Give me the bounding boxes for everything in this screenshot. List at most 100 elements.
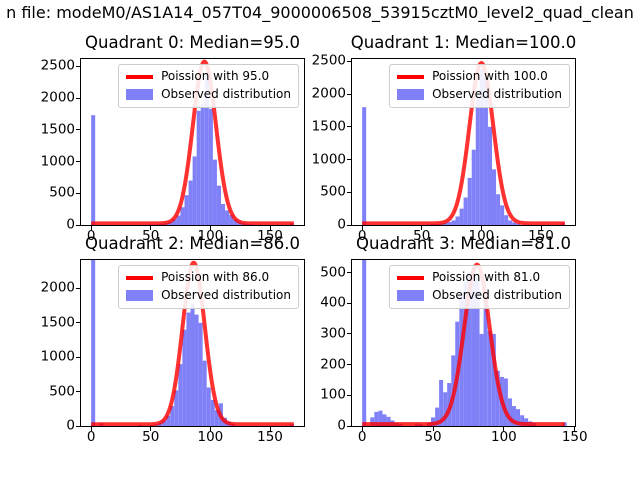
histogram-bar xyxy=(487,126,493,225)
legend-entry-observed: Observed distribution xyxy=(397,287,562,303)
y-tick-mark xyxy=(347,272,352,274)
y-tick-mark xyxy=(76,192,81,194)
x-tick-label: 50 xyxy=(413,228,431,244)
histogram-bar xyxy=(362,107,367,225)
histogram-plot xyxy=(362,260,567,426)
y-tick-mark xyxy=(347,60,352,62)
histogram-bar xyxy=(516,223,521,225)
legend-entry-fit: Poission with 86.0 xyxy=(126,270,291,285)
subplot-title: Quadrant 3: Median=81.0 xyxy=(356,234,571,253)
x-tick-label: 100 xyxy=(490,429,517,445)
y-tick-label: 500 xyxy=(320,183,346,200)
y-tick-label: 1000 xyxy=(40,152,75,169)
histogram-bar xyxy=(483,77,488,225)
histogram-bar xyxy=(503,378,508,426)
histogram-bar xyxy=(214,410,219,426)
x-tick-mark xyxy=(432,426,434,431)
legend-label: Poission with 100.0 xyxy=(432,69,548,83)
histogram-bar xyxy=(180,207,185,225)
y-tick-mark xyxy=(76,97,81,99)
x-tick-mark xyxy=(150,225,152,230)
y-tick-mark xyxy=(76,161,81,163)
y-tick-mark xyxy=(347,394,352,396)
x-tick-mark xyxy=(540,225,542,230)
x-tick-label: 50 xyxy=(142,429,160,445)
x-tick-label: 50 xyxy=(424,429,442,445)
y-tick-label: 1500 xyxy=(40,314,75,331)
legend-patch-swatch xyxy=(397,89,425,101)
legend-patch-swatch xyxy=(397,290,425,302)
legend-patch-swatch xyxy=(126,89,154,101)
histogram-bar xyxy=(487,330,492,426)
histogram-bar xyxy=(208,108,213,225)
plot-area: Poission with 100.0 Observed distributio… xyxy=(312,54,576,243)
histogram-bar xyxy=(198,322,203,426)
histogram-bar xyxy=(451,220,456,225)
y-tick-mark xyxy=(347,364,352,366)
legend-box: Poission with 86.0 Observed distribution xyxy=(118,265,299,309)
y-tick-label: 0 xyxy=(66,417,75,434)
y-tick-mark xyxy=(347,159,352,161)
legend-label: Poission with 81.0 xyxy=(432,270,541,284)
histogram-bar xyxy=(170,406,175,426)
histogram-bar xyxy=(495,370,500,426)
histogram-bar xyxy=(194,314,199,426)
x-tick-label: 100 xyxy=(468,228,495,244)
y-tick-mark xyxy=(76,224,81,226)
histogram-bar xyxy=(475,97,480,225)
histogram-bar xyxy=(459,208,464,225)
x-tick-mark xyxy=(503,426,505,431)
y-tick-mark xyxy=(347,333,352,335)
legend-label: Observed distribution xyxy=(432,86,562,101)
x-tick-label: 50 xyxy=(142,228,160,244)
x-tick-mark xyxy=(90,426,92,431)
histogram-bar xyxy=(507,398,512,426)
x-tick-mark xyxy=(480,225,482,230)
y-tick-label: 500 xyxy=(320,263,346,280)
x-tick-label: 0 xyxy=(357,429,367,445)
histogram-bar xyxy=(206,387,211,426)
histogram-bar xyxy=(378,410,383,426)
legend-label: Poission with 86.0 xyxy=(161,270,270,284)
x-tick-label: 150 xyxy=(528,228,554,244)
y-tick-label: 1000 xyxy=(311,150,346,167)
histogram-bar xyxy=(443,392,448,426)
histogram-bar xyxy=(475,278,480,426)
histogram-bar xyxy=(229,214,234,225)
y-tick-mark xyxy=(347,302,352,304)
histogram-bar xyxy=(516,409,521,426)
y-tick-label: 2000 xyxy=(40,89,75,106)
histogram-bar xyxy=(431,417,436,426)
y-tick-label: 100 xyxy=(320,386,346,403)
y-tick-mark xyxy=(76,65,81,67)
legend-entry-fit: Poission with 100.0 xyxy=(397,69,562,84)
legend-label: Observed distribution xyxy=(161,86,291,101)
histogram-bar xyxy=(511,406,516,426)
x-tick-mark xyxy=(150,426,152,431)
poisson-fit-curve xyxy=(91,263,294,425)
y-tick-label: 200 xyxy=(320,355,346,372)
histogram-bar xyxy=(520,415,525,426)
histogram-bar xyxy=(479,333,484,426)
subplot-quadrant-3: Quadrant 3: Median=81.0 Poission with 81… xyxy=(320,234,588,444)
histogram-bar xyxy=(233,219,238,225)
legend-label: Observed distribution xyxy=(432,287,562,302)
histogram-bar xyxy=(370,417,375,426)
x-tick-label: 0 xyxy=(86,429,96,445)
histogram-bar xyxy=(382,414,387,426)
histogram-bar xyxy=(190,303,195,426)
x-tick-mark xyxy=(361,225,363,230)
histogram-bar xyxy=(184,195,189,225)
histogram-bar xyxy=(492,169,497,225)
legend-entry-fit: Poission with 95.0 xyxy=(126,69,291,84)
legend-box: Poission with 81.0 Observed distribution xyxy=(389,265,570,309)
histogram-bar xyxy=(204,72,209,225)
histogram-bar xyxy=(221,204,226,225)
y-tick-label: 500 xyxy=(49,184,75,201)
histogram-bar xyxy=(512,222,517,225)
histogram-bar xyxy=(479,69,484,225)
histogram-bar xyxy=(374,411,379,426)
plot-area: Poission with 81.0 Observed distribution… xyxy=(320,259,588,444)
y-tick-mark xyxy=(347,425,352,427)
x-tick-mark xyxy=(574,426,576,431)
